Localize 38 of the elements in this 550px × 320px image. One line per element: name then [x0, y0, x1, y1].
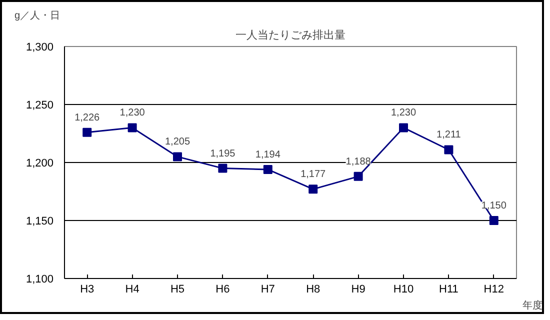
x-tick-label: H3	[80, 284, 94, 296]
data-label: 1,226	[74, 112, 100, 124]
x-tick-label: H8	[306, 284, 320, 296]
data-label: 1,205	[164, 136, 190, 148]
data-label: 1,194	[255, 149, 281, 160]
data-label: 1,195	[210, 148, 236, 160]
y-tick-label: 1,300	[26, 42, 54, 54]
data-label: 1,211	[436, 130, 462, 141]
y-tick-label: 1,250	[26, 100, 54, 112]
data-label: 1,230	[120, 108, 146, 119]
x-tick-label: H11	[439, 284, 458, 296]
point	[173, 152, 182, 162]
x-tick-label: H5	[170, 284, 185, 296]
data-label: 1,188	[346, 156, 372, 168]
x-tick-label: H12	[484, 284, 504, 296]
point	[489, 216, 498, 225]
point	[263, 164, 272, 174]
y-tick-label: 1,150	[26, 216, 54, 228]
point	[399, 123, 408, 132]
point	[308, 184, 318, 194]
y-tick-label: 1,100	[26, 274, 54, 286]
point	[128, 123, 137, 132]
point	[82, 128, 92, 137]
data-label: 1,150	[481, 200, 507, 212]
y-axis-title: g／人・日	[14, 10, 60, 22]
point	[444, 145, 454, 154]
x-tick-label: H7	[260, 284, 275, 296]
data-label: 1,177	[300, 169, 326, 180]
y-tick-label: 1,200	[26, 158, 54, 170]
x-tick-label: H4	[125, 284, 140, 296]
point	[218, 164, 228, 173]
x-axis-title: 年度	[522, 300, 542, 312]
data-label: 1,230	[390, 108, 416, 119]
x-tick-label: H6	[216, 284, 230, 296]
chart-title: 一人当たりごみ排出量	[236, 28, 346, 42]
point	[354, 172, 363, 181]
x-tick-label: H9	[351, 284, 366, 296]
x-tick-label: H10	[393, 284, 414, 296]
